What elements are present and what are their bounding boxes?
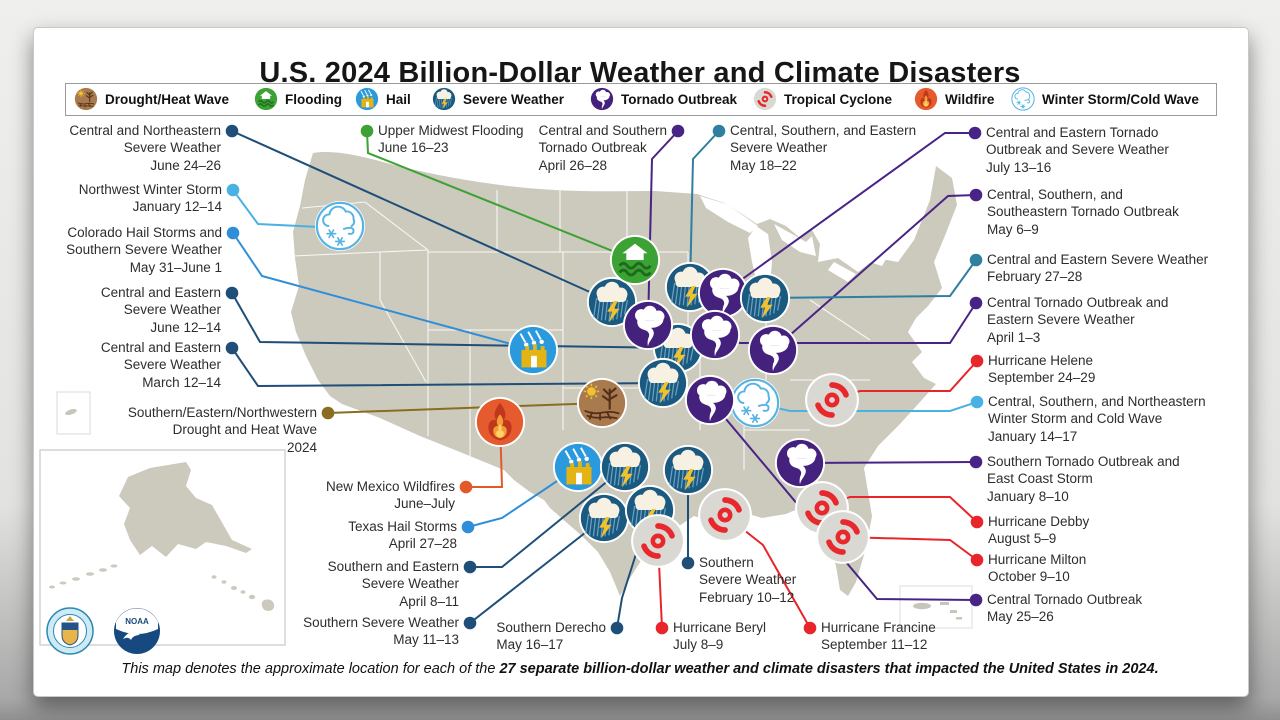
fire-icon <box>474 396 526 448</box>
leader-line <box>470 466 626 568</box>
disaster-dot <box>461 520 475 534</box>
legend-bar: Drought/Heat Wave Flooding Hail Severe Weat… <box>65 83 1217 116</box>
disaster-dot <box>671 124 685 138</box>
disaster-dot <box>225 286 239 300</box>
puerto-rico-inset <box>899 585 973 629</box>
hawaii <box>211 575 275 611</box>
disaster-dot <box>226 226 240 240</box>
svg-text:NOAA: NOAA <box>125 617 149 626</box>
disaster-dot <box>803 621 817 635</box>
disaster-dot <box>970 395 984 409</box>
tornado-icon <box>747 324 799 376</box>
disaster-dot <box>610 621 624 635</box>
leader-line <box>467 466 579 528</box>
legend-label: Drought/Heat Wave <box>105 92 230 107</box>
severe-icon <box>578 492 630 544</box>
leader-line <box>689 130 720 288</box>
tornado-icon <box>684 374 736 426</box>
winter-icon <box>313 199 367 253</box>
alaska-hawaii-inset <box>39 449 286 646</box>
cyclone-icon <box>698 488 752 542</box>
disaster-dot <box>463 560 477 574</box>
footer-note-bold: 27 separate billion-dollar weather and c… <box>499 661 1159 677</box>
leader-line <box>231 130 613 303</box>
disaster-dot <box>712 124 726 138</box>
disaster-dot <box>970 553 984 567</box>
legend-label: Tropical Cyclone <box>784 92 893 107</box>
leader-line <box>327 402 603 414</box>
leader-line <box>366 130 636 261</box>
severe-icon <box>662 444 714 496</box>
footer-note-normal: This map denotes the approximate locatio… <box>121 661 500 677</box>
severe-icon <box>739 272 791 324</box>
leader-line <box>232 232 534 351</box>
leader-line <box>469 517 605 624</box>
tornado-icon <box>689 309 741 361</box>
department-of-commerce-logo <box>46 607 94 655</box>
leader-line <box>764 259 977 299</box>
flood-icon <box>608 233 662 287</box>
severe-icon <box>637 357 689 409</box>
hail-icon <box>551 440 605 494</box>
noaa-logo: NOAA <box>114 608 160 654</box>
pacific-territory-inset <box>56 391 91 435</box>
leader-line <box>772 194 977 351</box>
disaster-dot <box>463 616 477 630</box>
alaska <box>119 462 252 557</box>
leader-line <box>232 189 341 229</box>
disaster-dot <box>968 126 982 140</box>
disaster-dot <box>459 480 473 494</box>
disaster-dot <box>969 253 983 267</box>
cyclone-icon <box>631 514 685 568</box>
tornado-icon <box>622 299 674 351</box>
hail-icon <box>506 323 560 377</box>
disaster-dot <box>225 341 239 355</box>
label-dots <box>225 124 984 635</box>
leader-line <box>231 347 664 388</box>
disaster-dot <box>969 188 983 202</box>
disaster-dot <box>970 515 984 529</box>
legend-label: Severe Weather <box>463 92 565 107</box>
legend-label: Wildfire <box>945 92 995 107</box>
disaster-dot <box>681 556 695 570</box>
tornado-icon <box>774 437 826 489</box>
disaster-dot <box>321 406 335 420</box>
disaster-dot <box>969 296 983 310</box>
leader-line <box>709 399 977 601</box>
severe-icon <box>599 441 651 493</box>
disaster-dot <box>226 183 240 197</box>
disaster-dot <box>970 354 984 368</box>
disaster-dot <box>969 593 983 607</box>
aleutian-islands <box>49 564 118 589</box>
leader-line <box>799 461 977 464</box>
footer-note: This map denotes the approximate locatio… <box>0 661 1280 677</box>
disaster-dot <box>225 124 239 138</box>
disaster-dot <box>655 621 669 635</box>
disaster-dot <box>969 455 983 469</box>
disaster-dot <box>360 124 374 138</box>
legend-label: Tornado Outbreak <box>621 92 738 107</box>
legend-label: Flooding <box>285 92 342 107</box>
cyclone-icon <box>805 373 859 427</box>
winter-icon <box>728 376 782 430</box>
drought-icon <box>575 376 629 430</box>
legend-label: Winter Storm/Cold Wave <box>1042 92 1199 107</box>
cyclone-icon <box>816 510 870 564</box>
leader-line <box>842 536 978 561</box>
leader-line <box>722 132 975 294</box>
legend-label: Hail <box>386 92 411 107</box>
